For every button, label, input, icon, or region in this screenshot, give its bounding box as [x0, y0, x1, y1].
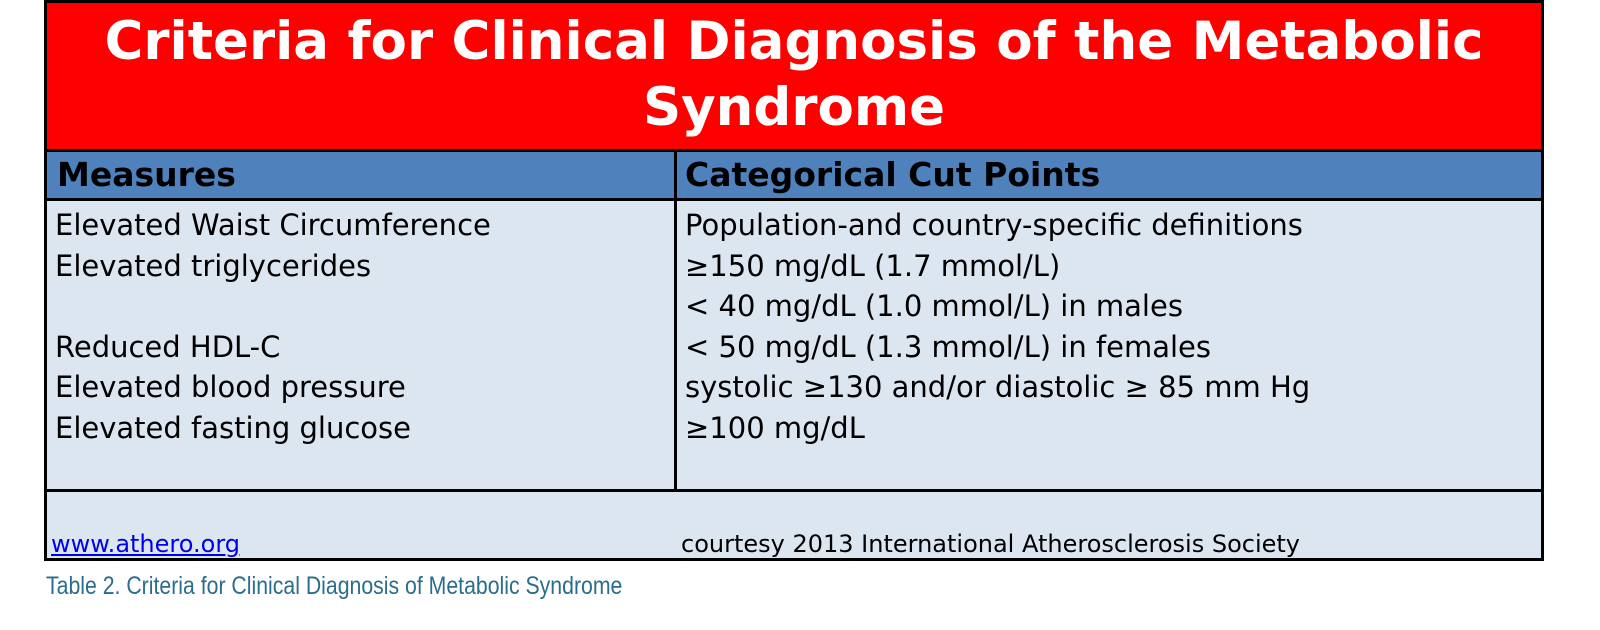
footer-row: www.athero.org courtesy 2013 Internation… — [47, 492, 1541, 558]
measure: Elevated blood pressure — [55, 370, 406, 404]
table-frame: Criteria for Clinical Diagnosis of the M… — [44, 0, 1544, 561]
cut-point: ≥100 mg/dL — [685, 410, 865, 445]
cut-point: < 50 mg/dL (1.3 mmol/L) in females — [685, 329, 1211, 364]
table-title: Criteria for Clinical Diagnosis of the M… — [104, 11, 1484, 138]
cut-point: < 40 mg/dL (1.0 mmol/L) in males — [685, 289, 1183, 323]
cut-point: systolic ≥130 and/or diastolic ≥ 85 mm H… — [685, 370, 1311, 404]
header-cell: Categorical Cut Points — [685, 155, 1101, 194]
measure: Elevated triglycerides — [55, 248, 372, 283]
measure: Elevated Waist Circumference — [55, 208, 491, 242]
title-band: Criteria for Clinical Diagnosis of the M… — [47, 3, 1541, 152]
column-divider — [674, 152, 677, 492]
cut-point: ≥150 mg/dL (1.7 mmol/L) — [685, 248, 1061, 283]
footer-credit: courtesy 2013 International Atherosclero… — [681, 530, 1301, 558]
measure: Elevated fasting glucose — [55, 410, 412, 445]
footer-link[interactable]: www.athero.org — [51, 530, 240, 558]
caption: Table 2. Criteria for Clinical Diagnosis… — [46, 572, 623, 600]
header-cell: Measures — [57, 155, 236, 194]
measure: Reduced HDL-C — [55, 329, 281, 364]
cut-point: Population-and country-specific definiti… — [685, 208, 1303, 242]
header-row: Measures Categorical Cut Points — [47, 152, 1541, 201]
table-body: Population-and country-specific definiti… — [47, 201, 1541, 492]
